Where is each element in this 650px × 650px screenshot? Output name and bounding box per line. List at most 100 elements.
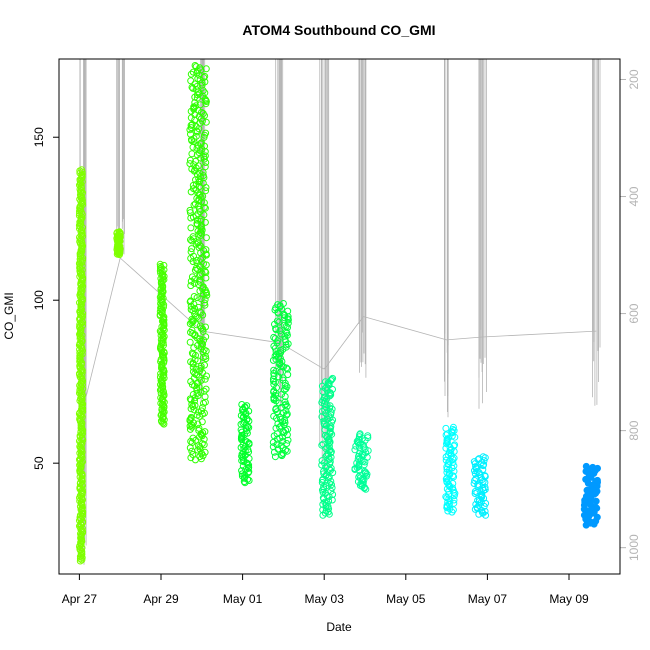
data-point bbox=[202, 234, 210, 242]
data-point bbox=[193, 144, 201, 152]
data-point bbox=[240, 449, 248, 457]
data-point bbox=[275, 373, 283, 381]
data-point bbox=[364, 432, 372, 440]
x-tick-label: Apr 29 bbox=[143, 592, 179, 606]
data-point bbox=[593, 513, 601, 521]
data-point bbox=[192, 102, 200, 110]
pressure-profile-connector bbox=[201, 330, 281, 344]
chart-title: ATOM4 Southbound CO_GMI bbox=[242, 22, 435, 38]
data-point bbox=[361, 467, 368, 475]
data-point bbox=[283, 410, 291, 418]
data-point bbox=[442, 453, 450, 461]
data-point bbox=[197, 255, 205, 263]
data-point bbox=[193, 220, 201, 227]
data-point bbox=[278, 358, 286, 365]
data-point bbox=[187, 224, 195, 232]
data-point bbox=[356, 430, 364, 438]
data-point bbox=[194, 210, 202, 218]
y-tick-label: 50 bbox=[32, 456, 46, 470]
data-point bbox=[186, 425, 194, 433]
data-point bbox=[279, 374, 287, 382]
data-point bbox=[195, 424, 203, 432]
x-tick-label: May 09 bbox=[549, 592, 589, 606]
data-point bbox=[472, 475, 480, 482]
data-point bbox=[189, 350, 197, 358]
x-tick-label: May 07 bbox=[468, 592, 508, 606]
data-point bbox=[187, 121, 195, 129]
data-point bbox=[238, 457, 246, 465]
data-point bbox=[159, 353, 167, 361]
data-point bbox=[449, 472, 457, 480]
pressure-profile-connector bbox=[446, 336, 483, 341]
data-point bbox=[363, 453, 371, 461]
data-point bbox=[197, 295, 205, 303]
data-point bbox=[442, 431, 450, 439]
data-point bbox=[318, 457, 326, 465]
data-point bbox=[200, 387, 208, 395]
data-point bbox=[202, 96, 210, 104]
data-point bbox=[191, 275, 199, 283]
data-point bbox=[195, 281, 202, 288]
data-point bbox=[190, 201, 198, 209]
data-point bbox=[472, 463, 480, 471]
data-point bbox=[198, 418, 206, 426]
data-point bbox=[320, 417, 328, 425]
data-point bbox=[275, 318, 283, 326]
data-point bbox=[281, 393, 289, 400]
data-point bbox=[279, 444, 287, 452]
data-point bbox=[237, 444, 245, 451]
data-point bbox=[188, 439, 196, 446]
data-point bbox=[326, 427, 334, 435]
data-point bbox=[201, 218, 209, 226]
data-point bbox=[202, 118, 210, 126]
secondary-y-tick-label: 600 bbox=[627, 303, 641, 323]
data-point bbox=[199, 110, 207, 117]
data-point bbox=[479, 453, 487, 461]
data-point bbox=[270, 412, 278, 420]
data-point bbox=[353, 464, 361, 472]
data-point bbox=[360, 461, 368, 469]
data-point bbox=[193, 82, 201, 90]
data-point bbox=[196, 322, 204, 330]
data-point bbox=[474, 456, 482, 464]
data-point bbox=[187, 413, 195, 421]
data-point bbox=[284, 436, 292, 444]
data-point bbox=[202, 65, 210, 73]
data-point bbox=[202, 187, 210, 195]
data-point bbox=[270, 380, 278, 388]
data-point bbox=[319, 396, 327, 404]
data-point bbox=[450, 442, 458, 450]
pressure-profiles bbox=[79, 59, 601, 565]
data-point bbox=[283, 447, 291, 455]
data-point bbox=[449, 506, 457, 514]
data-point bbox=[193, 411, 201, 419]
data-point bbox=[194, 420, 202, 428]
x-tick-label: May 01 bbox=[223, 592, 263, 606]
data-point bbox=[187, 297, 195, 305]
data-point bbox=[329, 491, 337, 498]
data-point bbox=[187, 328, 194, 336]
y-axis-label: CO_GMI bbox=[2, 292, 16, 339]
data-point bbox=[355, 452, 362, 460]
data-point bbox=[192, 132, 200, 140]
data-point bbox=[479, 466, 487, 474]
data-point bbox=[156, 293, 164, 301]
data-point bbox=[328, 376, 336, 383]
data-point bbox=[201, 267, 209, 275]
data-point bbox=[194, 239, 202, 247]
data-point bbox=[279, 376, 287, 384]
secondary-y-tick-label: 800 bbox=[627, 420, 641, 440]
data-point bbox=[77, 520, 85, 528]
data-point bbox=[238, 467, 246, 475]
data-point bbox=[202, 323, 209, 331]
data-point bbox=[189, 363, 197, 371]
data-point bbox=[284, 425, 292, 433]
data-point bbox=[271, 335, 279, 342]
data-point bbox=[156, 263, 164, 270]
data-point bbox=[187, 282, 195, 290]
data-point bbox=[451, 441, 459, 449]
data-point bbox=[191, 62, 199, 69]
data-point bbox=[78, 343, 86, 351]
data-point bbox=[471, 477, 479, 484]
data-point bbox=[187, 124, 195, 132]
